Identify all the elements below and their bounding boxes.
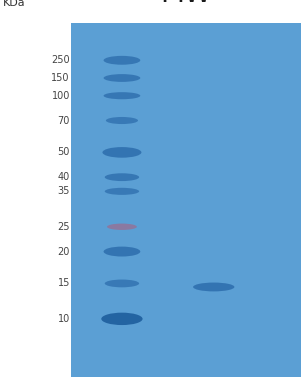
Text: 25: 25	[57, 222, 70, 232]
Ellipse shape	[105, 188, 139, 195]
Text: 40: 40	[58, 172, 70, 182]
Bar	[71, 23, 301, 377]
Text: 150: 150	[51, 73, 70, 83]
Ellipse shape	[106, 117, 138, 124]
Ellipse shape	[104, 92, 140, 99]
Ellipse shape	[101, 313, 143, 325]
Text: 50: 50	[57, 147, 70, 157]
Ellipse shape	[105, 173, 139, 181]
Ellipse shape	[104, 74, 140, 82]
Text: 20: 20	[57, 246, 70, 256]
Ellipse shape	[102, 147, 141, 158]
Text: MW: MW	[161, 0, 212, 8]
Text: 35: 35	[57, 186, 70, 196]
Text: 100: 100	[52, 91, 70, 101]
Text: 15: 15	[57, 278, 70, 288]
Ellipse shape	[105, 280, 139, 287]
Text: KDa: KDa	[3, 0, 26, 8]
Text: 70: 70	[57, 116, 70, 126]
Text: 10: 10	[58, 314, 70, 324]
Ellipse shape	[104, 247, 140, 256]
Text: 250: 250	[51, 55, 70, 65]
Ellipse shape	[104, 56, 140, 65]
Ellipse shape	[193, 283, 234, 291]
Ellipse shape	[107, 224, 137, 230]
